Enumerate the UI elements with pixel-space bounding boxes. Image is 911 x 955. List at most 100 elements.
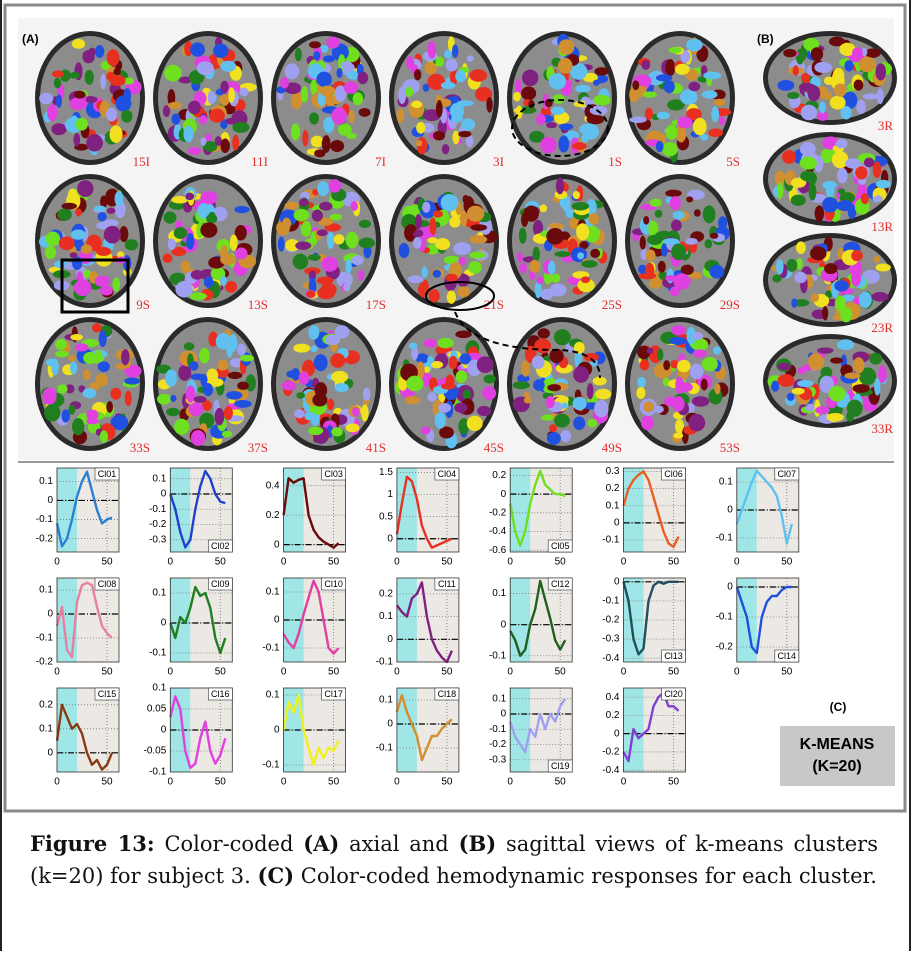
cluster-patch xyxy=(186,233,194,250)
cluster-patch xyxy=(483,375,495,384)
x-tick-label: 50 xyxy=(555,667,567,678)
cluster-patch xyxy=(809,353,821,368)
cluster-patch xyxy=(656,141,664,152)
cluster-patch xyxy=(438,403,451,413)
cluster-patch xyxy=(363,388,371,401)
cluster-patch xyxy=(359,220,371,228)
cluster-patch xyxy=(658,261,666,273)
cluster-patch xyxy=(876,263,891,271)
cluster-patch xyxy=(873,161,881,178)
cluster-patch xyxy=(106,401,113,413)
cluster-patch xyxy=(203,383,213,396)
cluster-patch xyxy=(693,118,707,136)
y-tick-label: -0.6 xyxy=(489,545,507,556)
slice-label: 3I xyxy=(493,154,504,169)
x-tick-label: 50 xyxy=(215,557,227,568)
cluster-label: Cl03 xyxy=(324,469,343,479)
cluster-patch xyxy=(558,135,569,152)
cluster-patch xyxy=(836,200,853,211)
x-tick-label: 0 xyxy=(621,557,627,568)
y-tick-label: -0.1 xyxy=(602,535,620,546)
cluster-patch xyxy=(235,247,247,259)
cluster-patch xyxy=(830,96,846,110)
cluster-label: Cl17 xyxy=(324,689,343,699)
y-tick-label: 0.4 xyxy=(606,692,620,703)
cluster-patch xyxy=(45,246,56,259)
cluster-patch xyxy=(110,125,123,143)
cluster-patch xyxy=(869,353,882,365)
cluster-patch xyxy=(650,199,662,207)
cluster-patch xyxy=(702,90,718,98)
caption-text: Color-coded xyxy=(155,832,304,856)
cluster-patch xyxy=(851,270,861,287)
cluster-patch xyxy=(220,139,230,153)
y-tick-label: 0 xyxy=(161,618,167,629)
cluster-patch xyxy=(309,112,319,124)
cluster-patch xyxy=(808,85,821,101)
y-tick-label: 0.1 xyxy=(379,695,393,706)
cluster-patch xyxy=(352,407,360,416)
slice-label: 15I xyxy=(133,154,150,169)
cluster-patch xyxy=(665,190,682,197)
cluster-patch xyxy=(282,381,297,391)
cluster-patch xyxy=(810,246,827,260)
cluster-patch xyxy=(100,286,113,296)
cluster-label: Cl13 xyxy=(664,651,683,661)
cluster-patch xyxy=(521,361,530,377)
cluster-patch xyxy=(309,41,321,48)
cluster-patch xyxy=(75,208,81,216)
cluster-patch xyxy=(532,355,545,369)
cluster-patch xyxy=(70,252,78,258)
cluster-patch xyxy=(546,122,557,128)
cluster-patch xyxy=(166,408,180,417)
y-tick-label: -0.2 xyxy=(602,615,620,626)
cluster-patch xyxy=(540,137,556,154)
y-tick-label: 0 xyxy=(387,533,393,544)
cluster-patch xyxy=(409,343,418,349)
cluster-patch xyxy=(665,59,675,76)
cluster-patch xyxy=(96,247,111,256)
y-tick-label: 0.05 xyxy=(147,704,167,715)
cluster-patch xyxy=(688,414,705,431)
cluster-patch xyxy=(70,334,83,340)
panel-label: (C) xyxy=(830,700,847,714)
cluster-patch xyxy=(163,254,173,263)
x-tick-label: 0 xyxy=(281,667,287,678)
method-text: K-MEANS xyxy=(800,736,875,753)
cluster-patch xyxy=(777,80,794,91)
cluster-patch xyxy=(572,202,589,211)
y-tick-label: -0.1 xyxy=(602,596,620,607)
cluster-patch xyxy=(442,144,450,154)
y-tick-label: 0.2 xyxy=(266,510,280,521)
cluster-patch xyxy=(85,70,94,85)
cluster-patch xyxy=(811,47,823,61)
cluster-patch xyxy=(801,105,817,120)
cluster-patch xyxy=(853,357,864,373)
cluster-patch xyxy=(232,122,249,133)
cluster-patch xyxy=(222,431,232,438)
cluster-patch xyxy=(123,88,131,102)
cluster-patch xyxy=(513,92,521,102)
cluster-patch xyxy=(99,330,107,347)
cluster-patch xyxy=(671,325,686,335)
cluster-patch xyxy=(293,344,310,353)
x-tick-label: 0 xyxy=(54,557,60,568)
y-tick-label: 0 xyxy=(614,517,620,528)
cluster-patch xyxy=(778,363,791,371)
cluster-patch xyxy=(637,377,646,388)
cluster-patch xyxy=(82,388,96,398)
cluster-patch xyxy=(429,289,440,302)
x-tick-label: 0 xyxy=(621,667,627,678)
cluster-patch xyxy=(164,65,182,82)
cluster-patch xyxy=(164,211,177,223)
y-tick-label: -0.1 xyxy=(149,504,167,515)
cluster-patch xyxy=(482,386,496,400)
y-tick-label: -0.1 xyxy=(376,743,394,754)
cluster-patch xyxy=(100,73,106,89)
cluster-patch xyxy=(331,427,343,436)
cluster-patch xyxy=(837,168,848,184)
cluster-patch xyxy=(672,396,685,411)
cluster-patch xyxy=(180,260,190,272)
cluster-patch xyxy=(112,277,120,291)
x-tick-label: 50 xyxy=(328,557,340,568)
